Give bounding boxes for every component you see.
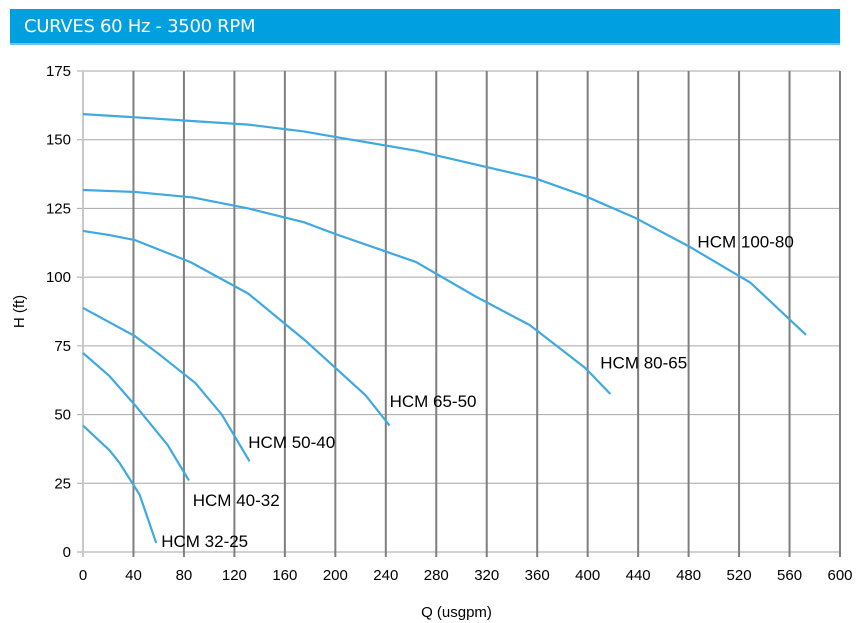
y-tick-label: 0 — [63, 544, 71, 561]
header-bar: CURVES 60 Hz - 3500 RPM — [10, 9, 840, 45]
x-tick-label: 0 — [79, 567, 87, 584]
series-line-hcm-50-40 — [82, 306, 251, 462]
header-title: CURVES 60 Hz - 3500 RPM — [24, 16, 256, 37]
y-tick-label: 50 — [54, 407, 71, 424]
x-tick-label: 400 — [575, 567, 600, 584]
series-line-hcm-65-50 — [82, 229, 391, 427]
x-tick-label: 520 — [727, 567, 752, 584]
y-tick-label: 150 — [46, 132, 71, 149]
y-tick-label: 25 — [54, 475, 71, 492]
series-line-hcm-40-32 — [82, 352, 190, 482]
x-tick-label: 560 — [777, 567, 802, 584]
x-tick-label: 200 — [323, 567, 348, 584]
x-tick-label: 80 — [176, 567, 193, 584]
y-axis-label: H (ft) — [11, 295, 28, 328]
series-line-hcm-100-80 — [82, 113, 807, 336]
x-tick-label: 600 — [827, 567, 852, 584]
series-line-hcm-80-65 — [82, 188, 612, 395]
x-tick-label: 480 — [676, 567, 701, 584]
series-label: HCM 50-40 — [248, 433, 335, 452]
x-axis-label: Q (usgpm) — [421, 604, 492, 621]
y-tick-label: 75 — [54, 338, 71, 355]
x-tick-label: 440 — [626, 567, 651, 584]
x-tick-label: 120 — [222, 567, 247, 584]
series-label: HCM 40-32 — [193, 491, 280, 510]
series-label: HCM 32-25 — [161, 532, 248, 551]
series-label: HCM 100-80 — [697, 232, 793, 251]
series-line-hcm-32-25 — [82, 424, 158, 544]
y-tick-label: 125 — [46, 200, 71, 217]
x-tick-label: 240 — [373, 567, 398, 584]
y-tick-label: 175 — [46, 63, 71, 80]
x-tick-label: 40 — [125, 567, 142, 584]
series-label: HCM 65-50 — [390, 392, 477, 411]
x-tick-label: 160 — [272, 567, 297, 584]
x-tick-label: 360 — [525, 567, 550, 584]
x-tick-label: 280 — [424, 567, 449, 584]
x-tick-label: 320 — [474, 567, 499, 584]
y-tick-label: 100 — [46, 269, 71, 286]
series-label: HCM 80-65 — [600, 353, 687, 372]
